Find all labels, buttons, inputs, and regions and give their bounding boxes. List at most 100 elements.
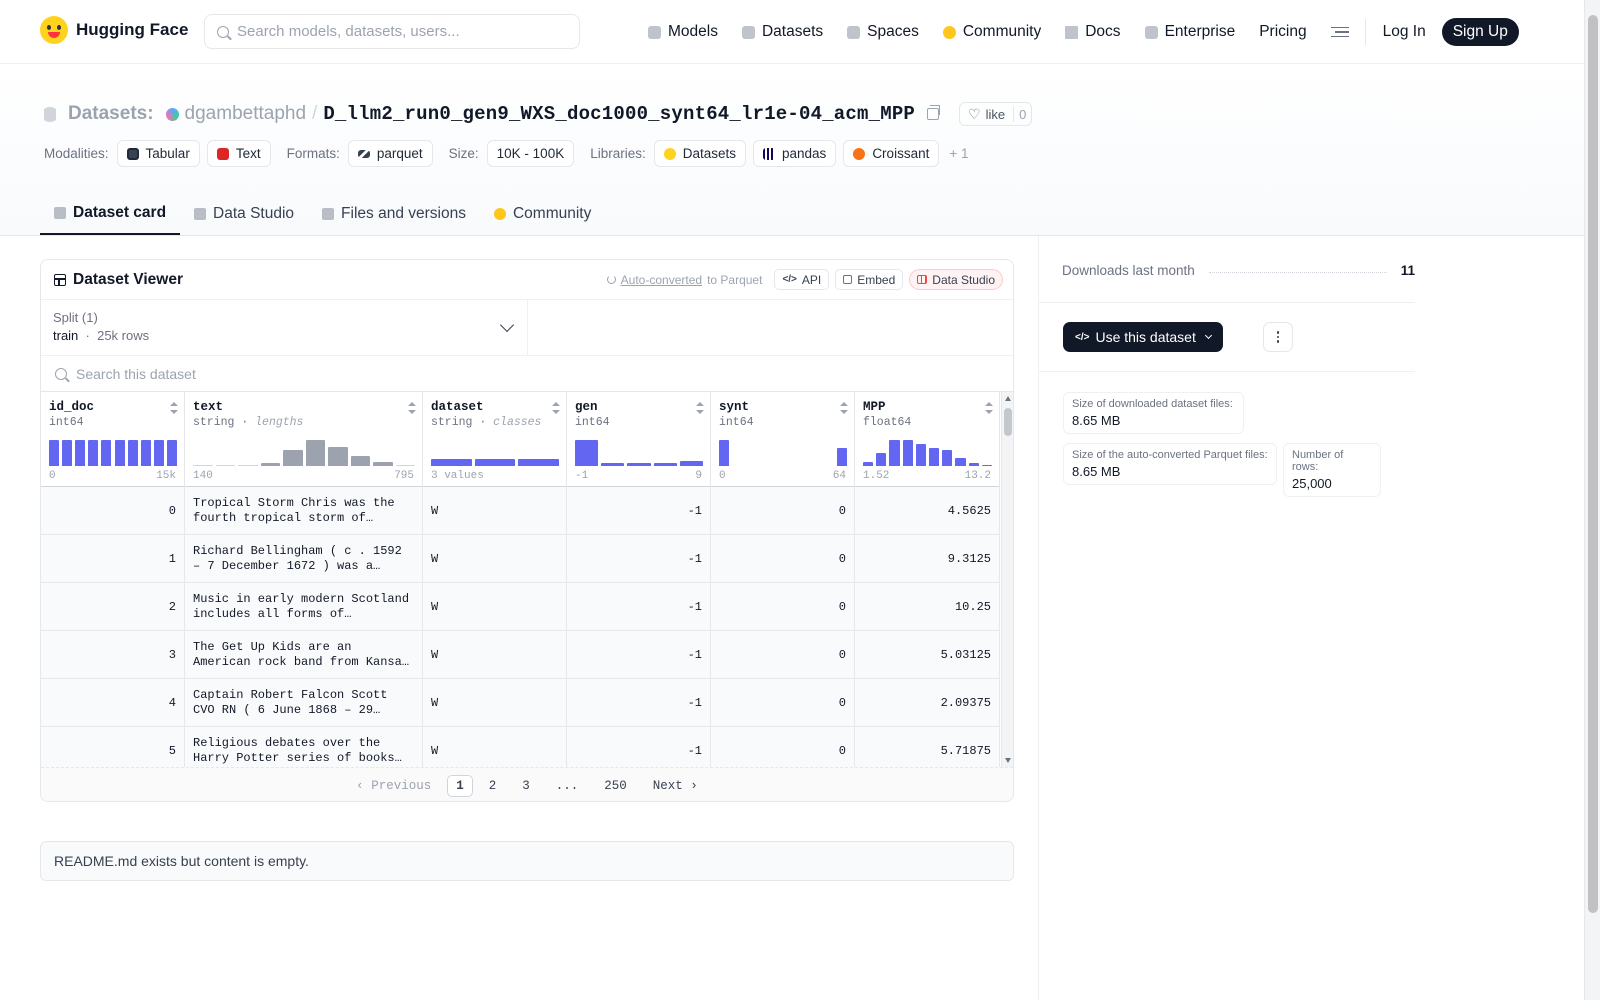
histogram-bar[interactable] [114, 440, 125, 466]
histogram-bar[interactable] [140, 440, 151, 466]
tag-tabular[interactable]: Tabular [116, 140, 200, 167]
more-menu-icon[interactable] [1330, 26, 1349, 38]
tag-pandas[interactable]: pandas [753, 140, 837, 167]
histogram-bar[interactable] [929, 447, 940, 466]
histogram-bar[interactable] [745, 465, 755, 466]
histogram-bar[interactable] [824, 465, 834, 466]
histogram-bar[interactable] [238, 464, 258, 466]
histogram-bar[interactable] [215, 464, 235, 466]
column-header-synt[interactable]: synt int64 0 64 [711, 392, 855, 487]
signup-button[interactable]: Sign Up [1441, 18, 1519, 46]
histogram-bar[interactable] [653, 462, 677, 466]
histogram-bar[interactable] [798, 465, 808, 466]
cell-text[interactable]: Music in early modern Scotland includes … [185, 583, 423, 631]
histogram-bar[interactable] [62, 440, 73, 466]
like-button[interactable]: ♡ like [960, 106, 1013, 123]
global-search-input[interactable] [237, 23, 557, 40]
cell-id-doc[interactable]: 2 [41, 583, 185, 631]
histogram-bar[interactable] [127, 440, 138, 466]
column-histogram[interactable] [575, 440, 703, 466]
global-search[interactable] [204, 14, 580, 49]
tag-croissant[interactable]: Croissant [843, 140, 940, 167]
histogram-bar[interactable] [836, 447, 847, 466]
histogram-bar[interactable] [305, 440, 325, 466]
histogram-bar[interactable] [889, 440, 900, 466]
table-scrollbar[interactable] [1001, 392, 1013, 767]
histogram-bar[interactable] [193, 464, 213, 466]
previous-page[interactable]: ‹ Previous [356, 778, 432, 793]
cell-dataset[interactable]: W [423, 727, 567, 767]
use-dataset-button[interactable]: </> Use this dataset [1063, 322, 1223, 352]
histogram-bar[interactable] [732, 465, 742, 466]
histogram-bar[interactable] [785, 465, 795, 466]
sort-icon[interactable] [552, 402, 560, 414]
copy-icon[interactable] [927, 105, 941, 120]
histogram-bar[interactable] [373, 462, 393, 466]
cell-text[interactable]: The Get Up Kids are an American rock ban… [185, 631, 423, 679]
cell-mpp[interactable]: 9.3125 [855, 535, 1000, 583]
histogram-bar[interactable] [474, 459, 516, 466]
cell-mpp[interactable]: 4.5625 [855, 487, 1000, 535]
sort-icon[interactable] [985, 402, 993, 414]
data-studio-button[interactable]: Data Studio [909, 269, 1003, 290]
cell-gen[interactable]: -1 [567, 631, 711, 679]
table-row[interactable]: 0 Tropical Storm Chris was the fourth tro… [41, 487, 1000, 535]
cell-gen[interactable]: -1 [567, 727, 711, 767]
dataset-search-input[interactable] [76, 365, 676, 382]
histogram-bar[interactable] [679, 461, 703, 466]
nav-datasets[interactable]: Datasets [741, 23, 823, 41]
brand-logo[interactable]: Hugging Face [40, 16, 188, 44]
histogram-bar[interactable] [88, 440, 99, 466]
tag-datasets-lib[interactable]: Datasets [653, 140, 747, 167]
cell-synt[interactable]: 0 [711, 727, 855, 767]
tab-data-studio[interactable]: Data Studio [180, 192, 308, 235]
histogram-bar[interactable] [601, 462, 625, 466]
column-histogram[interactable] [193, 440, 415, 466]
api-button[interactable]: </> API [774, 269, 830, 290]
cell-mpp[interactable]: 10.25 [855, 583, 1000, 631]
sort-icon[interactable] [840, 402, 848, 414]
column-header-dataset[interactable]: dataset string · classes 3 values [423, 392, 567, 487]
histogram-bar[interactable] [942, 450, 953, 466]
histogram-bar[interactable] [771, 465, 781, 466]
cell-gen[interactable]: -1 [567, 679, 711, 727]
cell-synt[interactable]: 0 [711, 487, 855, 535]
sort-icon[interactable] [696, 402, 704, 414]
cell-synt[interactable]: 0 [711, 631, 855, 679]
histogram-bar[interactable] [627, 462, 651, 466]
scroll-thumb[interactable] [1004, 408, 1012, 436]
cell-mpp[interactable]: 2.09375 [855, 679, 1000, 727]
cell-dataset[interactable]: W [423, 583, 567, 631]
sort-icon[interactable] [408, 402, 416, 414]
cell-gen[interactable]: -1 [567, 487, 711, 535]
page-scroll-thumb[interactable] [1588, 15, 1598, 913]
tag-parquet[interactable]: parquet [347, 140, 433, 167]
dataset-name[interactable]: D_llm2_run0_gen9_WXS_doc1000_synt64_lr1e… [323, 103, 916, 125]
cell-gen[interactable]: -1 [567, 583, 711, 631]
histogram-bar[interactable] [758, 465, 768, 466]
sort-icon[interactable] [170, 402, 178, 414]
histogram-bar[interactable] [575, 440, 599, 466]
page-3[interactable]: 3 [522, 778, 530, 793]
column-header-mpp[interactable]: MPP float64 1.52 13.2 [855, 392, 1000, 487]
cell-synt[interactable]: 0 [711, 535, 855, 583]
next-page[interactable]: Next › [652, 778, 698, 793]
histogram-bar[interactable] [395, 464, 415, 466]
column-histogram[interactable] [719, 440, 847, 466]
page-1[interactable]: 1 [447, 774, 473, 797]
histogram-bar[interactable] [49, 440, 60, 466]
column-histogram[interactable] [49, 440, 177, 466]
histogram-bar[interactable] [902, 440, 913, 466]
more-options-button[interactable] [1263, 322, 1293, 352]
nav-docs[interactable]: Docs [1065, 23, 1121, 41]
nav-pricing[interactable]: Pricing [1259, 23, 1306, 41]
page-last[interactable]: 250 [604, 778, 627, 793]
cell-synt[interactable]: 0 [711, 583, 855, 631]
cell-dataset[interactable]: W [423, 487, 567, 535]
column-header-id-doc[interactable]: id_doc int64 0 15k [41, 392, 185, 487]
embed-button[interactable]: Embed [835, 269, 904, 290]
histogram-bar[interactable] [328, 446, 348, 466]
scroll-down-icon[interactable] [1005, 758, 1011, 763]
more-tags[interactable]: + 1 [949, 146, 969, 161]
histogram-bar[interactable] [260, 463, 280, 466]
